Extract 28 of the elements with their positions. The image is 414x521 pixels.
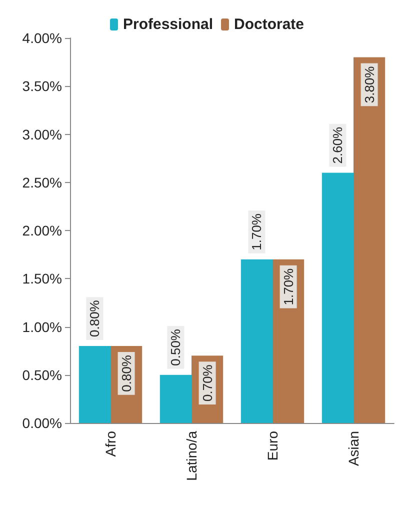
x-tick-label: Euro	[264, 430, 280, 461]
x-tick-label: Asian	[346, 431, 362, 466]
y-tick-label: 1.00%	[22, 318, 62, 335]
y-tick-label: 0.50%	[22, 366, 62, 383]
y-tick-label: 2.00%	[22, 222, 62, 238]
data-label: 0.80%	[118, 354, 134, 392]
x-tick-label: Afro	[102, 430, 118, 457]
data-label: 2.60%	[330, 126, 346, 164]
x-tick-label: Latino/a	[184, 430, 200, 481]
bar	[354, 57, 386, 423]
bar	[322, 172, 354, 423]
data-label: 1.70%	[249, 213, 264, 250]
y-tick-label: 0.00%	[22, 415, 62, 431]
data-label: 0.50%	[168, 328, 184, 366]
y-tick-label: 1.50%	[22, 270, 62, 287]
bar	[78, 346, 110, 423]
bar	[160, 374, 192, 423]
legend-label: Professional	[122, 16, 214, 33]
bar	[240, 259, 272, 423]
legend-label: Doctorate	[234, 16, 304, 33]
y-tick-label: 3.00%	[22, 126, 62, 142]
data-label: 1.70%	[280, 268, 296, 306]
data-label: 3.80%	[362, 66, 377, 104]
data-label: 0.80%	[87, 300, 102, 337]
y-tick-label: 4.00%	[22, 30, 62, 46]
data-label: 0.70%	[200, 364, 215, 402]
y-tick-label: 2.50%	[22, 174, 62, 190]
y-tick-label: 3.50%	[22, 78, 62, 94]
